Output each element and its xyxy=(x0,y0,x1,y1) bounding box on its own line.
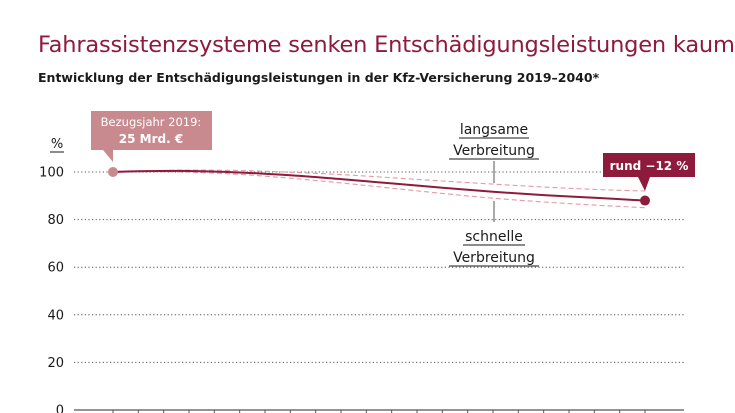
series-line-fast-adoption xyxy=(112,170,646,209)
y-tick-label: 40 xyxy=(47,308,64,323)
series-line-main xyxy=(112,169,646,202)
reference-label-line2: 25 Mrd. € xyxy=(119,132,183,146)
start-point xyxy=(108,167,118,177)
chart-title: Fahrassistenzsysteme senken Entschädigun… xyxy=(38,32,735,58)
y-tick-label: 60 xyxy=(47,261,64,276)
reference-box xyxy=(91,111,212,150)
slow-adoption-label: langsame Verbreitung xyxy=(449,122,539,183)
grid-layer: 0 20 40 60 80 100 xyxy=(39,166,684,413)
end-box-pointer xyxy=(638,177,650,191)
main-line-layer xyxy=(112,169,646,202)
fast-adoption-label: schnelle Verbreitung xyxy=(449,201,539,267)
end-point xyxy=(640,195,650,206)
y-tick-label: 20 xyxy=(47,356,64,371)
fast-label-line1: schnelle xyxy=(465,229,523,245)
y-tick-label: 0 xyxy=(56,404,64,413)
point-layer xyxy=(108,167,650,206)
fast-label-line2: Verbreitung xyxy=(453,250,535,266)
slow-label-line1: langsame xyxy=(460,122,528,138)
y-tick-label: 100 xyxy=(39,166,64,181)
slow-label-line2: Verbreitung xyxy=(453,143,535,159)
y-axis-unit-label: % xyxy=(51,137,63,152)
end-annotation: rund −12 % xyxy=(603,153,695,191)
end-box xyxy=(603,153,695,177)
end-label: rund −12 % xyxy=(610,159,689,173)
y-tick-label: 80 xyxy=(47,213,64,228)
reference-box-pointer xyxy=(103,150,113,162)
reference-label-line1: Bezugsjahr 2019: xyxy=(101,115,202,129)
series-line-slow-adoption xyxy=(112,169,646,192)
chart-subtitle: Entwicklung der Entschädigungsleistungen… xyxy=(38,70,600,85)
reference-annotation: Bezugsjahr 2019: 25 Mrd. € xyxy=(91,111,212,162)
band-layer xyxy=(112,169,646,209)
